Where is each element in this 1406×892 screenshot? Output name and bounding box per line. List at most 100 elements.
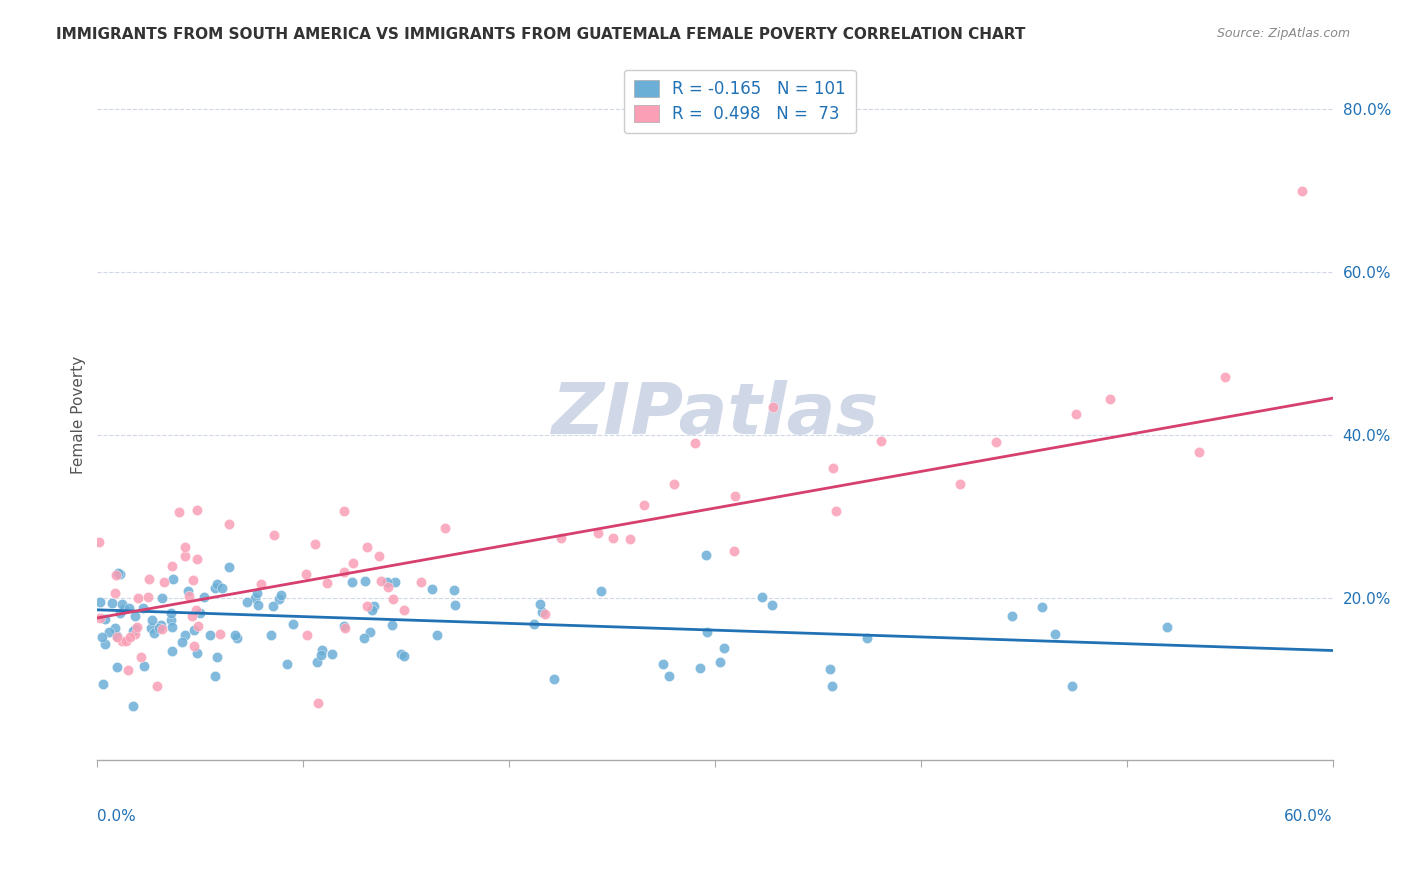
Immigrants from Guatemala (180, 609, 202, 624)
Immigrants from Guatemala (370, 574, 392, 589)
Immigrants from Guatemala (724, 489, 747, 503)
Text: ZIPatlas: ZIPatlas (551, 380, 879, 449)
Immigrants from Guatemala (356, 540, 378, 554)
Immigrants from Guatemala (118, 630, 141, 644)
Immigrants from South America (311, 643, 333, 657)
Y-axis label: Female Poverty: Female Poverty (72, 355, 86, 474)
Immigrants from South America (531, 605, 554, 619)
Immigrants from South America (529, 598, 551, 612)
Immigrants from Guatemala (823, 461, 845, 475)
Immigrants from South America (375, 574, 398, 589)
Immigrants from South America (353, 574, 375, 589)
Immigrants from South America (389, 647, 412, 661)
Immigrants from Guatemala (392, 603, 415, 617)
Immigrants from Guatemala (984, 434, 1007, 449)
Immigrants from Guatemala (160, 558, 183, 573)
Immigrants from Guatemala (602, 531, 624, 545)
Immigrants from Guatemala (89, 611, 111, 625)
Immigrants from South America (124, 622, 146, 636)
Immigrants from South America (267, 591, 290, 606)
Immigrants from South America (188, 606, 211, 620)
Immigrants from South America (111, 597, 134, 611)
Immigrants from Guatemala (104, 568, 127, 582)
Immigrants from South America (689, 661, 711, 675)
Immigrants from Guatemala (295, 628, 318, 642)
Immigrants from Guatemala (131, 650, 153, 665)
Immigrants from South America (651, 657, 673, 671)
Immigrants from South America (751, 590, 773, 604)
Immigrants from Guatemala (124, 626, 146, 640)
Immigrants from South America (118, 601, 141, 615)
Immigrants from Guatemala (949, 477, 972, 491)
Immigrants from Guatemala (174, 549, 197, 564)
Immigrants from South America (658, 668, 681, 682)
Immigrants from South America (856, 631, 879, 645)
Immigrants from South America (1001, 609, 1024, 624)
Immigrants from South America (361, 602, 384, 616)
Immigrants from South America (98, 625, 121, 640)
Immigrants from Guatemala (723, 544, 745, 558)
Immigrants from Guatemala (111, 633, 134, 648)
Immigrants from Guatemala (115, 634, 138, 648)
Immigrants from Guatemala (307, 697, 329, 711)
Immigrants from Guatemala (1213, 369, 1236, 384)
Immigrants from South America (218, 559, 240, 574)
Immigrants from South America (761, 598, 783, 612)
Immigrants from South America (105, 660, 128, 674)
Immigrants from South America (101, 596, 124, 610)
Immigrants from South America (193, 590, 215, 604)
Immigrants from South America (392, 649, 415, 664)
Immigrants from South America (107, 566, 129, 580)
Immigrants from Guatemala (107, 630, 129, 644)
Immigrants from Guatemala (685, 436, 707, 450)
Immigrants from South America (444, 599, 467, 613)
Immigrants from South America (149, 618, 172, 632)
Immigrants from South America (236, 595, 259, 609)
Immigrants from South America (262, 599, 284, 613)
Immigrants from South America (1043, 627, 1066, 641)
Immigrants from South America (93, 637, 115, 651)
Immigrants from Guatemala (333, 504, 356, 518)
Immigrants from Guatemala (186, 503, 208, 517)
Immigrants from South America (198, 628, 221, 642)
Immigrants from South America (122, 624, 145, 638)
Immigrants from Guatemala (762, 400, 785, 414)
Immigrants from Guatemala (662, 477, 685, 491)
Immigrants from South America (523, 617, 546, 632)
Immigrants from South America (142, 625, 165, 640)
Immigrants from Guatemala (145, 679, 167, 693)
Immigrants from Guatemala (1291, 184, 1313, 198)
Immigrants from Guatemala (1098, 392, 1121, 406)
Immigrants from South America (204, 669, 226, 683)
Immigrants from South America (281, 616, 304, 631)
Immigrants from Guatemala (249, 577, 271, 591)
Immigrants from South America (340, 574, 363, 589)
Immigrants from South America (246, 598, 269, 612)
Immigrants from South America (695, 548, 717, 562)
Immigrants from South America (321, 647, 343, 661)
Immigrants from Guatemala (869, 434, 891, 449)
Immigrants from Guatemala (382, 592, 405, 607)
Immigrants from Guatemala (218, 516, 240, 531)
Immigrants from Guatemala (136, 591, 159, 605)
Immigrants from South America (1062, 679, 1084, 693)
Immigrants from Guatemala (534, 607, 557, 621)
Immigrants from South America (132, 658, 155, 673)
Text: 0.0%: 0.0% (97, 809, 136, 824)
Immigrants from South America (821, 679, 844, 693)
Immigrants from South America (139, 621, 162, 635)
Immigrants from South America (818, 662, 841, 676)
Immigrants from South America (162, 572, 184, 586)
Immigrants from South America (205, 649, 228, 664)
Immigrants from South America (186, 647, 208, 661)
Immigrants from Guatemala (183, 639, 205, 653)
Immigrants from South America (260, 628, 283, 642)
Immigrants from Guatemala (181, 574, 204, 588)
Immigrants from South America (224, 628, 246, 642)
Immigrants from South America (381, 617, 404, 632)
Immigrants from Guatemala (125, 619, 148, 633)
Text: 60.0%: 60.0% (1284, 809, 1333, 824)
Immigrants from Guatemala (619, 533, 641, 547)
Immigrants from South America (384, 574, 406, 589)
Immigrants from Guatemala (104, 585, 127, 599)
